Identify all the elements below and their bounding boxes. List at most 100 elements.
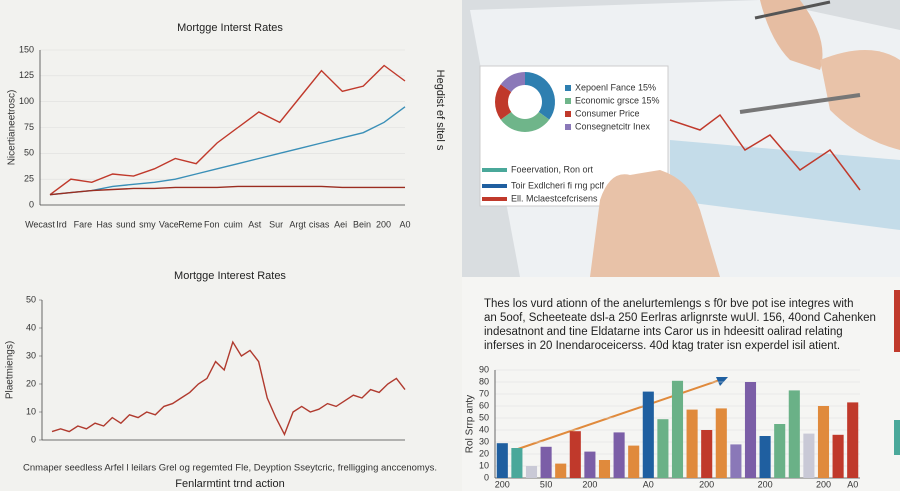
paragraph: inferses in 20 Inendaroceicerss. 40d kta… [484,340,840,352]
bar [555,463,567,478]
bar [525,466,538,478]
bar [744,382,757,478]
y-tick-label: 0 [31,434,36,444]
y-axis-label: Plaetmiengs) [5,341,16,399]
pen [754,0,831,20]
y-tick-label: 60 [479,400,489,410]
bar [701,430,713,478]
legend-label: Xepoenl Fance 15% [575,82,656,92]
bar [817,406,830,478]
x-tick-label: 200 [816,479,831,489]
chart-title: Mortgge Interst Rates [177,22,283,34]
bar [628,445,640,478]
x-tick-label: A0 [643,479,654,489]
donut-slice [500,111,550,132]
legend-label: Economic grsce 15% [575,95,660,105]
bar [730,444,742,478]
x-tick-label: Bein [353,219,371,229]
bar [511,448,523,478]
legend-label: Consegnetcitr Inex [575,121,651,131]
y-tick-label: 20 [479,448,489,458]
paragraph: indesatnont and tine Eldatarne ints Caro… [484,326,843,338]
bar [686,409,698,478]
x-tick-label: Vace [159,219,179,229]
y-tick-label: 40 [479,424,489,434]
y-axis-label: Rol Srrp anty [465,395,476,453]
pen [739,93,861,114]
x-tick-label: 5I0 [540,479,553,489]
x-tick-label: smy [139,219,156,229]
y-tick-label: 70 [479,388,489,398]
y-tick-label: 50 [24,148,34,158]
y-tick-label: 75 [24,122,34,132]
bar [584,451,596,478]
x-tick-label: A0 [399,219,410,229]
photo-note: Foeervation, Ron ort [511,164,594,174]
bar [715,408,727,478]
arrow-head [716,377,728,386]
donut-slice [500,72,525,93]
x-tick-label: Ird [56,219,67,229]
x-tick-label: sund [116,219,136,229]
bar [832,434,844,478]
bar [613,432,625,478]
y-axis-label: Nicertianeetrosc) [7,90,18,166]
bar [759,436,771,478]
x-tick-label: 200 [699,479,714,489]
bar [774,424,786,478]
bar [803,433,815,478]
x-tick-label: Reme [178,219,202,229]
bar [569,431,581,478]
caption: Cnmaper seedless Arfel l leilars Grel og… [23,463,437,474]
x-tick-label: Ast [248,219,262,229]
x-tick-label: cuim [224,219,243,229]
paper-line [669,113,861,191]
bar [671,380,684,478]
x-axis-label: Fenlarmtint trnd action [175,478,284,490]
accent [894,290,900,352]
y-tick-label: 10 [26,406,36,416]
bar [657,419,669,478]
series-line [49,64,406,196]
x-tick-label: Fon [204,219,220,229]
x-tick-label: Sur [269,219,283,229]
legend-label: Consumer Price [575,108,640,118]
y-tick-label: 25 [24,174,34,184]
x-tick-label: cisas [309,219,330,229]
y-tick-label: 0 [29,199,34,209]
y-tick-label: 100 [19,96,34,106]
paragraph: an 5oof, Scheeteate dsl-a 250 Eerlras ar… [484,312,876,324]
chart-title: Mortgge Interest Rates [174,270,286,282]
y-tick-label: 0 [484,472,489,482]
left-panel [0,0,462,491]
x-tick-label: 200 [758,479,773,489]
legend-swatch [565,124,571,130]
donut-slice [495,84,512,120]
photo-note: Ell. Mclaestcefcrisens [511,193,598,203]
series-line [49,185,405,196]
paper-chart [670,140,900,230]
donut-slice [525,72,555,120]
bar [642,391,654,478]
x-tick-label: Aei [334,219,347,229]
legend-swatch [565,98,571,104]
x-tick-label: Argt [289,219,306,229]
y-tick-label: 10 [479,460,489,470]
legend-swatch [565,85,571,91]
paragraph: Thes los vurd ationn of the anelurtemlen… [484,298,853,310]
y-tick-label: 20 [26,378,36,388]
bar [598,460,611,478]
bar [496,443,508,478]
series-line [49,106,406,196]
bar [847,402,859,478]
y-tick-label: 150 [19,44,34,54]
y-tick-label: 125 [19,70,34,80]
y-tick-label: 30 [26,350,36,360]
y-tick-label: 50 [479,412,489,422]
swatch [482,184,507,188]
y-tick-label: 80 [479,376,489,386]
hand [590,170,720,277]
bar [788,390,800,478]
x-tick-label: Has [96,219,113,229]
